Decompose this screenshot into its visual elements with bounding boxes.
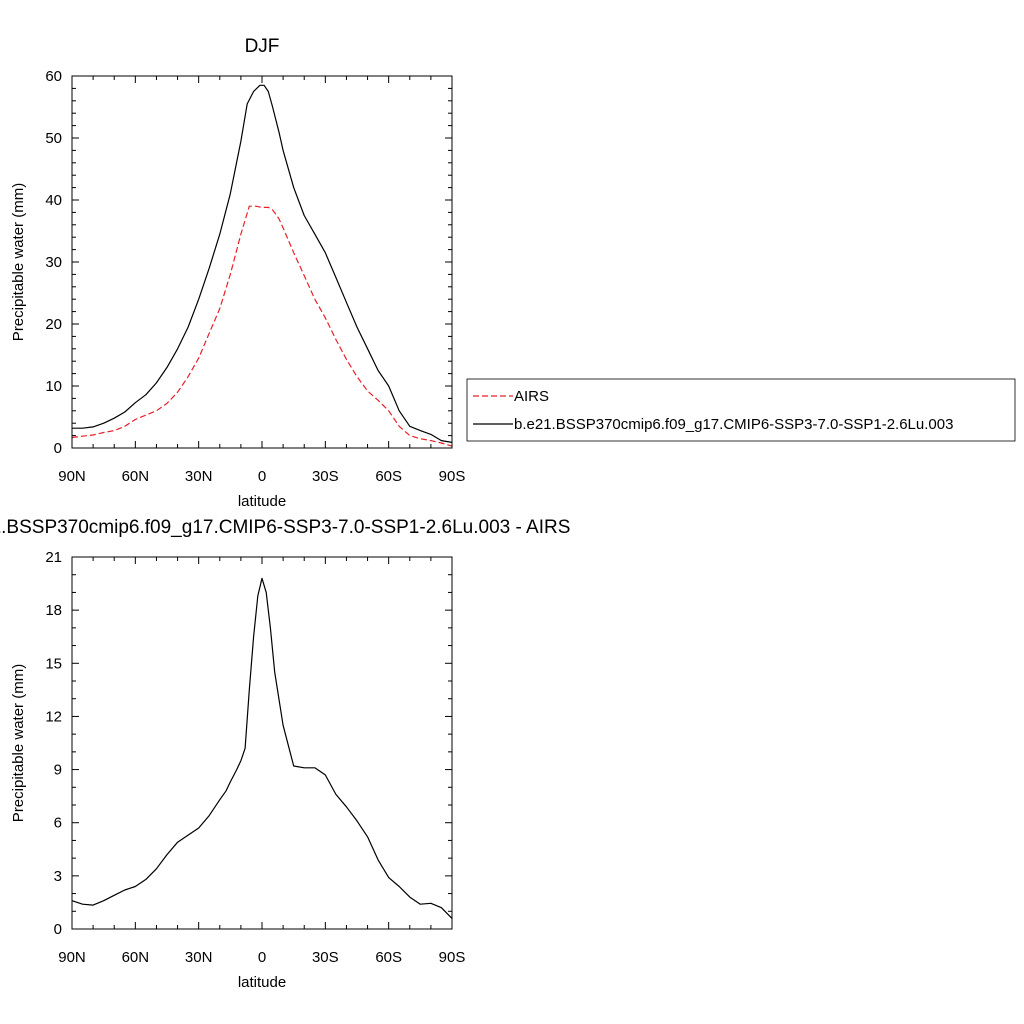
- y-tick-label: 3: [54, 868, 62, 885]
- series-lines: [71, 577, 453, 919]
- axis-ticks: 90N 60N 30N 0 30S 60S 90S 0 3 6 9 12 15 18 21: [45, 549, 465, 966]
- y-tick-label: 6: [54, 815, 62, 832]
- series-lines: [71, 84, 453, 447]
- legend: AIRS b.e21.BSSP370cmip6.f09_g17.CMIP6-SS…: [466, 378, 1016, 442]
- legend-label-airs: AIRS: [514, 388, 549, 405]
- plot-frame: [71, 556, 453, 930]
- x-tick-label: 30N: [185, 468, 213, 485]
- chart-title: DJF: [245, 36, 280, 57]
- x-tick-label: 0: [258, 468, 266, 485]
- legend-box: [466, 378, 1016, 442]
- x-tick-label: 30S: [312, 468, 339, 485]
- y-tick-label: 0: [54, 921, 62, 938]
- x-tick-label: 90S: [439, 949, 466, 966]
- y-axis-label: Precipitable water (mm): [10, 664, 27, 822]
- y-tick-label: 15: [45, 655, 62, 672]
- y-tick-label: 9: [54, 762, 62, 779]
- x-tick-label: 30N: [185, 949, 213, 966]
- x-axis-label: latitude: [238, 493, 286, 510]
- series-line-1: [72, 84, 453, 443]
- y-tick-label: 30: [45, 254, 62, 271]
- legend-label-model: b.e21.BSSP370cmip6.f09_g17.CMIP6-SSP3-7.…: [514, 416, 953, 433]
- panel-bottom: b.e21.BSSP370cmip6.f09_g17.CMIP6-SSP3-7.…: [0, 517, 570, 991]
- y-axis-label: Precipitable water (mm): [10, 183, 27, 341]
- x-tick-label: 60S: [375, 468, 402, 485]
- x-tick-label: 60N: [122, 468, 150, 485]
- y-tick-label: 50: [45, 130, 62, 147]
- x-tick-label: 90S: [439, 468, 466, 485]
- x-axis-label: latitude: [238, 974, 286, 991]
- y-tick-label: 10: [45, 378, 62, 395]
- x-tick-label: 60N: [122, 949, 150, 966]
- y-tick-label: 20: [45, 316, 62, 333]
- y-tick-label: 12: [45, 708, 62, 725]
- x-tick-label: 60S: [375, 949, 402, 966]
- x-tick-label: 0: [258, 949, 266, 966]
- panel-top: DJF Precipitable water (mm) latitude 90N…: [10, 36, 465, 510]
- plot-frame: [71, 75, 453, 449]
- chart-title: b.e21.BSSP370cmip6.f09_g17.CMIP6-SSP3-7.…: [0, 517, 570, 538]
- y-tick-label: 0: [54, 440, 62, 457]
- series-line-0: [71, 577, 453, 919]
- x-tick-label: 30S: [312, 949, 339, 966]
- axis-ticks: 90N 60N 30N 0 30S 60S 90S 0 10 20 30 40 50 60: [45, 68, 465, 485]
- y-tick-label: 40: [45, 192, 62, 209]
- y-tick-label: 21: [45, 549, 62, 566]
- series-line-0: [71, 205, 453, 447]
- y-tick-label: 18: [45, 602, 62, 619]
- x-tick-label: 90N: [58, 468, 86, 485]
- x-tick-label: 90N: [58, 949, 86, 966]
- y-tick-label: 60: [45, 68, 62, 85]
